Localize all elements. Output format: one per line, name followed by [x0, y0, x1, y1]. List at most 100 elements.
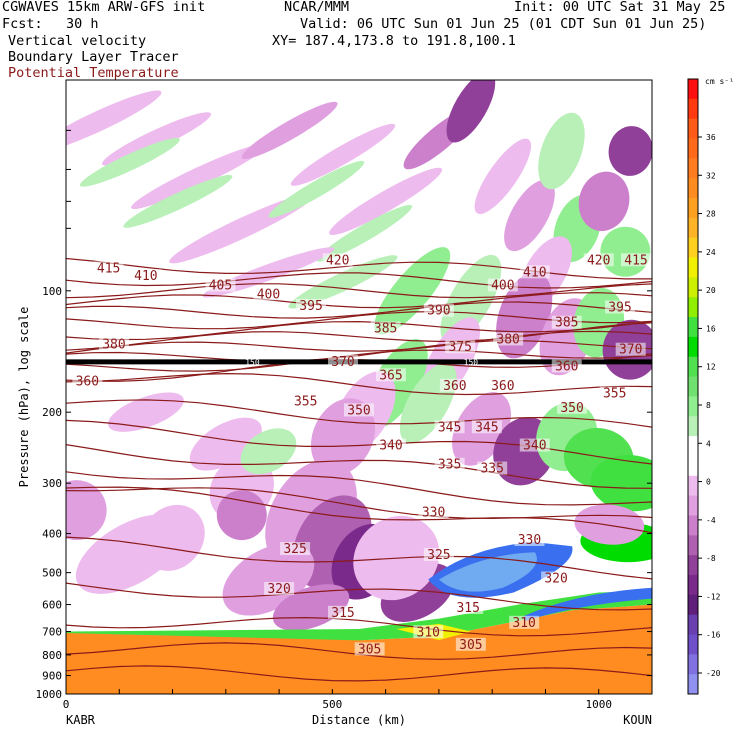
theta-label-bg: [509, 615, 540, 629]
velocity-cell: [189, 417, 262, 471]
colorbar-swatch: [688, 475, 698, 497]
colorbar-swatch: [688, 297, 698, 318]
theta-label: 340: [523, 439, 546, 454]
theta-label-bg: [130, 269, 161, 283]
theta-label-bg: [445, 340, 476, 354]
theta-contour: [66, 419, 652, 465]
theta-contour: [66, 322, 652, 351]
y-tick-label: 1000: [36, 688, 63, 701]
forecast-hour: 30 h: [66, 16, 99, 32]
colorbar-label: -16: [706, 631, 721, 640]
plot-frame: [65, 79, 653, 695]
x-tick-label: 0: [63, 698, 70, 711]
theta-label-bg: [493, 332, 524, 346]
colorbar-label: 32: [706, 171, 716, 180]
colorbar-label: 16: [706, 324, 716, 333]
potential-temperature-contours: 150 150 415 410 405 400 395 420 385 390 400 410 420 4…: [66, 253, 652, 682]
theta-label-bg: [423, 547, 454, 561]
theta-label-bg: [439, 378, 470, 392]
theta-label: 350: [347, 403, 370, 418]
colorbar-swatch: [688, 396, 698, 417]
theta-label: 380: [102, 338, 125, 353]
low-tracer-layer: [524, 587, 652, 622]
theta-label: 410: [134, 269, 157, 284]
theta-label: 355: [294, 394, 317, 409]
velocity-cell: [329, 167, 443, 236]
theta-label: 320: [267, 582, 290, 597]
theta-label-bg: [471, 420, 502, 434]
colorbar-label: -20: [706, 669, 721, 678]
colorbar-swatch: [688, 118, 698, 140]
theta-label: 370: [619, 343, 642, 358]
theta-label: 365: [379, 368, 402, 383]
theta-label: 315: [456, 601, 479, 616]
colorbar-swatch: [688, 495, 698, 516]
model-title: CGWAVES 15km ARW-GFS init: [2, 0, 206, 15]
velocity-cell: [600, 226, 651, 277]
y-tick-label: 800: [42, 649, 62, 662]
velocity-cell: [290, 123, 396, 186]
velocity-cell: [123, 174, 233, 228]
theta-label-bg: [328, 354, 359, 368]
theta-label-bg: [280, 542, 311, 556]
theta-label: 375: [448, 340, 471, 355]
colorbar-swatch: [688, 356, 698, 378]
theta-contour: [66, 301, 652, 319]
colorbar-swatch: [688, 535, 698, 556]
colorbar-swatch: [688, 277, 698, 298]
velocity-cell: [288, 255, 398, 309]
theta-contour: [66, 444, 652, 489]
colorbar: cm s⁻¹ 36 32 28 24 20 16 12 8 4 0 -4 -8 -12 -16 -20: [687, 77, 734, 695]
theta-contour: [66, 372, 652, 396]
velocity-cell: [241, 101, 338, 159]
theta-label-bg: [519, 438, 550, 452]
theta-label-bg: [375, 368, 406, 382]
theta-label-bg: [551, 315, 582, 329]
colorbar-swatch: [688, 614, 698, 635]
theta-label-bg: [72, 374, 103, 388]
theta-label: 345: [438, 420, 461, 435]
theta-label-bg: [615, 342, 646, 356]
theta-contour: [66, 582, 652, 611]
theta-contour: [66, 399, 652, 428]
theta-label: 395: [299, 299, 322, 314]
theta-label-bg: [551, 359, 582, 373]
theta-label-bg: [98, 337, 129, 351]
theta-label: 340: [379, 439, 402, 454]
theta-label: 400: [257, 287, 280, 302]
colorbar-swatch: [688, 98, 698, 120]
colorbar-swatch: [688, 376, 698, 397]
theta-contour: [66, 340, 652, 362]
colorbar-swatch: [688, 436, 698, 457]
theta-label: 310: [417, 625, 440, 640]
theta-label-bg: [354, 642, 385, 656]
theta-contour: [66, 471, 652, 506]
y-tick-label: 300: [42, 477, 62, 490]
theta-label-bg: [290, 394, 321, 408]
theta-label-bg: [455, 637, 486, 651]
tropopause-label: 150: [464, 358, 479, 367]
colorbar-frame: [687, 78, 699, 695]
theta-label-bg: [423, 303, 454, 317]
theta-label-bg: [605, 300, 636, 314]
theta-label: 330: [518, 533, 541, 548]
velocity-cell: [66, 480, 107, 541]
left-station-label: KABR: [66, 713, 96, 727]
colorbar-swatch: [688, 317, 698, 338]
x-tick-label: 1000: [585, 698, 612, 711]
field-boundary-layer-tracer: Boundary Layer Tracer: [8, 49, 179, 65]
theta-label: 415: [97, 261, 120, 276]
field-potential-temperature: Potential Temperature: [8, 65, 179, 81]
colorbar-label: -8: [706, 554, 716, 563]
theta-label-bg: [487, 378, 518, 392]
colorbar-swatch: [688, 158, 698, 179]
theta-label: 370: [331, 355, 354, 370]
colorbar-label: -12: [706, 592, 721, 601]
velocity-cell: [446, 80, 496, 143]
colorbar-label: 28: [706, 210, 716, 219]
colorbar-label: 4: [706, 439, 711, 448]
theta-contour: [66, 320, 652, 341]
